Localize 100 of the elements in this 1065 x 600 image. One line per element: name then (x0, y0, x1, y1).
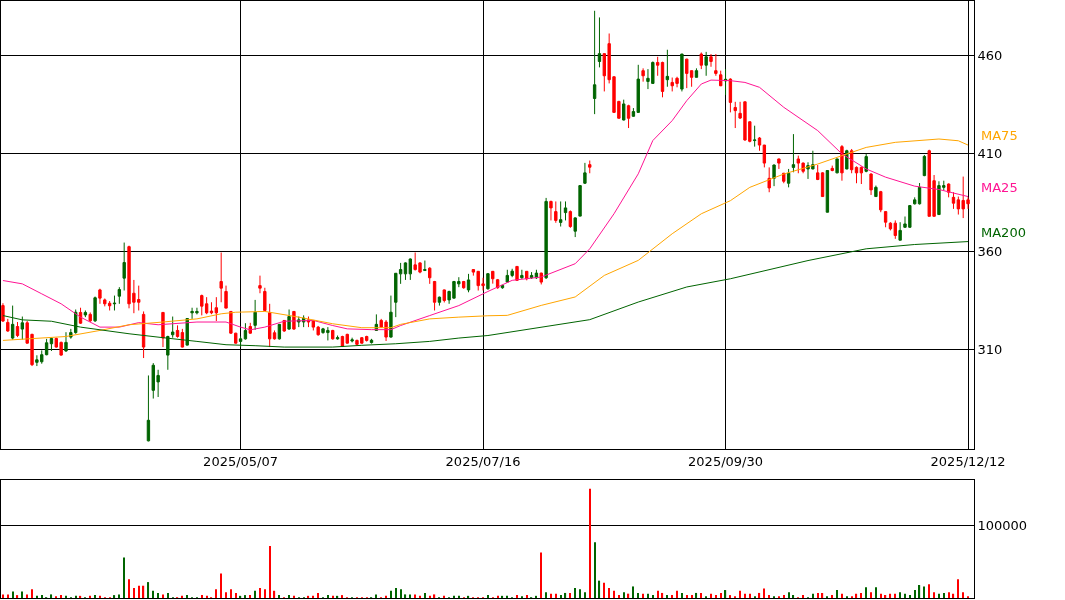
bar (50, 594, 53, 598)
candlestick (350, 337, 354, 343)
candlestick (224, 285, 228, 309)
bar (914, 590, 916, 598)
y-tick-label: 460 (977, 48, 1003, 64)
series-label: MA25 (981, 180, 1018, 195)
bar (569, 592, 571, 598)
candlestick (752, 125, 757, 148)
bar (739, 590, 741, 598)
bar (676, 590, 678, 598)
bar (409, 594, 411, 598)
bar (433, 594, 436, 598)
candlestick (558, 200, 563, 227)
bar (574, 587, 576, 598)
bar (501, 595, 504, 598)
bar (632, 586, 635, 598)
bar (7, 594, 9, 598)
y-tick-label: 360 (977, 244, 1003, 260)
bar (506, 595, 508, 598)
candlestick (20, 316, 25, 341)
candlestick (733, 101, 737, 129)
candlestick (554, 200, 558, 224)
bar (691, 595, 693, 598)
bar (933, 592, 935, 598)
candlestick (864, 153, 868, 173)
bar (390, 590, 392, 598)
bar (264, 589, 266, 598)
candlestick (874, 185, 878, 198)
bar (75, 595, 77, 598)
bar (99, 595, 101, 598)
candlestick (107, 300, 112, 311)
candlestick (723, 68, 728, 96)
bar (215, 589, 217, 598)
bar (31, 589, 33, 598)
candlestick (214, 296, 219, 322)
bar (424, 592, 426, 598)
bar (157, 592, 159, 598)
bar (201, 595, 203, 598)
candlestick (122, 242, 126, 291)
bar (589, 488, 591, 598)
candlestick (423, 260, 427, 272)
bar (637, 592, 639, 598)
candlestick (879, 190, 883, 213)
candlestick (442, 289, 446, 303)
candlestick (641, 67, 645, 83)
bar (254, 590, 256, 598)
bar (598, 580, 601, 598)
candlestick (331, 329, 335, 341)
candlestick (258, 275, 262, 294)
bar (404, 594, 407, 598)
bar (928, 584, 930, 598)
bar (181, 595, 183, 598)
series-label: MA75 (981, 128, 1018, 143)
candlestick (486, 272, 490, 291)
bar (332, 595, 334, 598)
bar (875, 587, 877, 598)
bar (293, 595, 295, 598)
candlestick (626, 104, 631, 129)
bar (618, 595, 620, 598)
candlestick (83, 309, 88, 318)
candlestick (622, 99, 626, 121)
bar (870, 592, 872, 598)
candlestick (840, 144, 844, 182)
bar (526, 595, 528, 598)
candlestick (112, 295, 117, 311)
bar (123, 557, 125, 598)
candlestick (15, 321, 20, 338)
candlestick (243, 322, 248, 341)
candlestick (772, 163, 776, 187)
bar (26, 594, 28, 598)
candlestick (64, 331, 68, 353)
bar (540, 552, 542, 598)
candlestick (520, 269, 524, 279)
bar (802, 595, 804, 598)
candlestick (578, 184, 582, 217)
bar (497, 595, 499, 598)
candlestick (515, 265, 519, 282)
bar (273, 590, 276, 598)
bar (453, 595, 455, 598)
bar (603, 582, 605, 598)
y-tick-label: 410 (977, 146, 1003, 162)
candlestick (893, 219, 897, 240)
candlestick (883, 210, 888, 228)
candlestick (636, 64, 640, 114)
candlestick (777, 158, 781, 170)
bar (860, 592, 862, 598)
bar (516, 595, 518, 598)
bar (948, 592, 950, 598)
bar (535, 595, 538, 598)
bar (458, 595, 460, 598)
candlestick (49, 337, 54, 352)
bar (487, 595, 489, 598)
y-tick-label: 310 (977, 341, 1003, 357)
bar (613, 590, 615, 598)
bar (220, 573, 222, 598)
series-label: MA200 (981, 225, 1026, 240)
bar (235, 592, 237, 598)
candlestick (699, 51, 703, 70)
bar (414, 594, 416, 598)
candlestick (345, 333, 349, 345)
